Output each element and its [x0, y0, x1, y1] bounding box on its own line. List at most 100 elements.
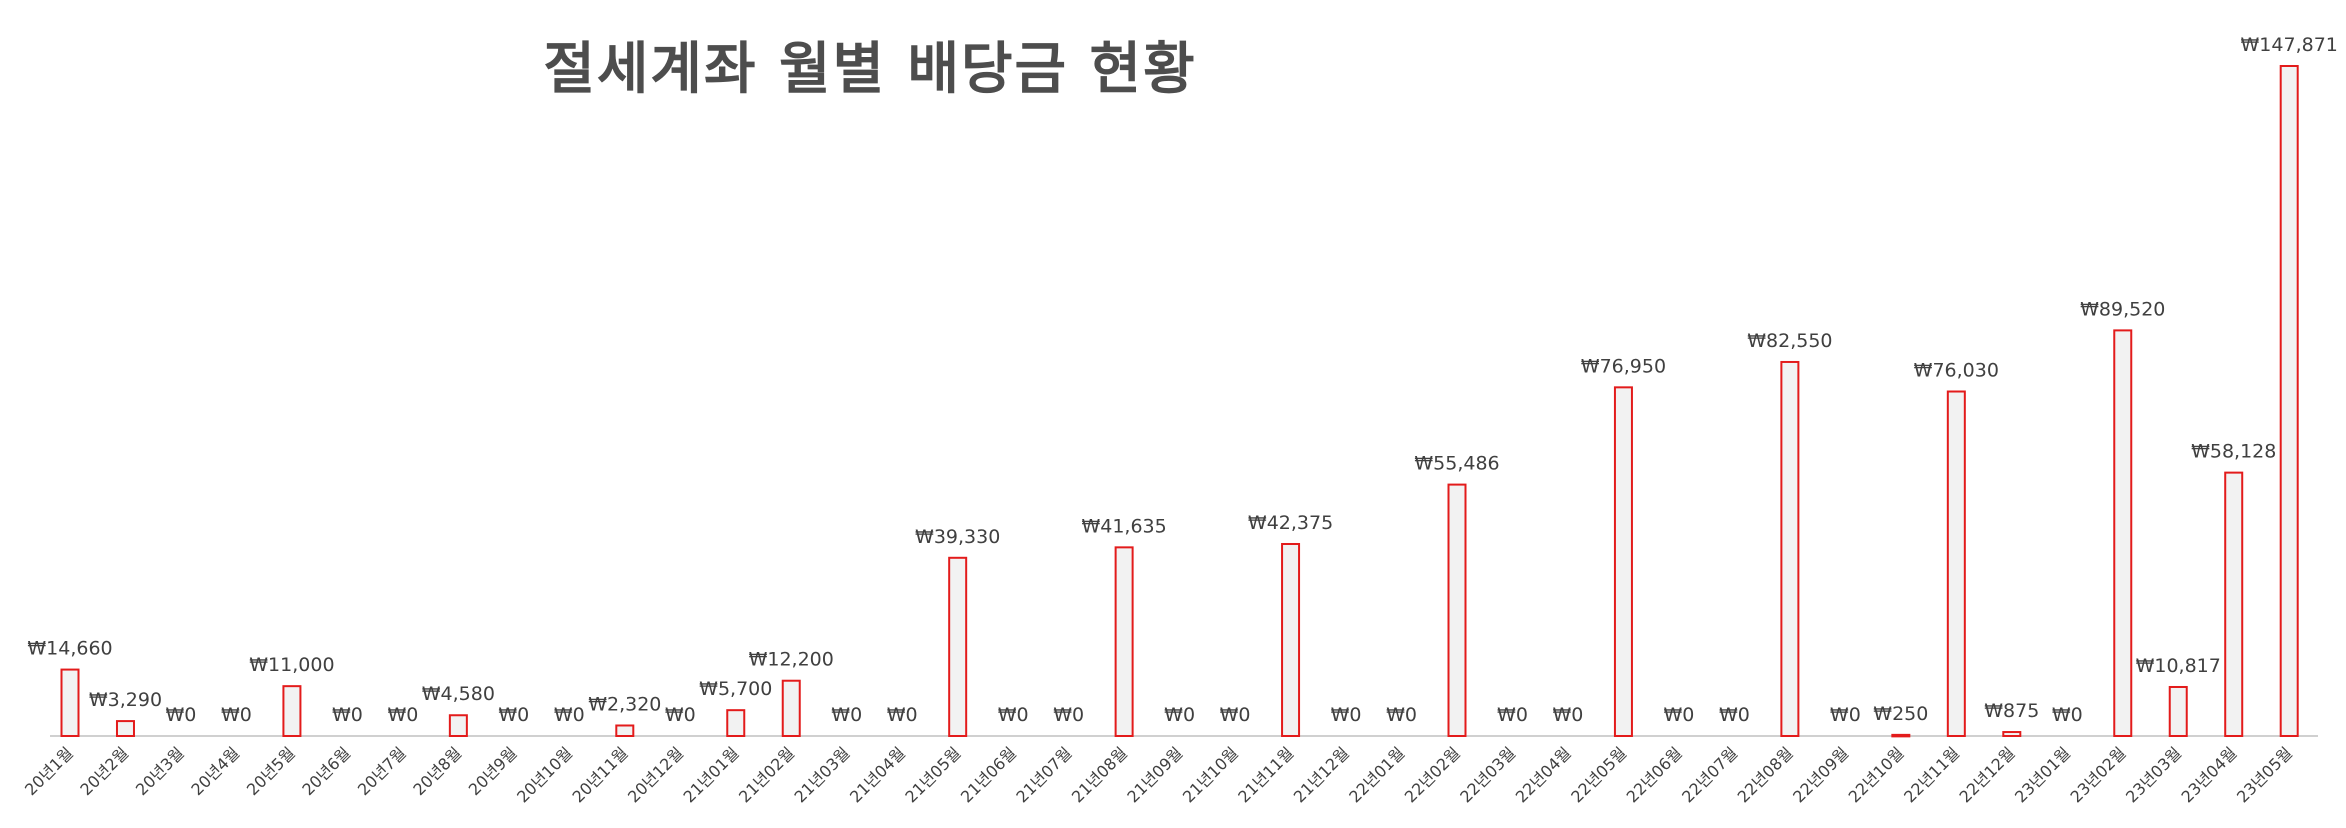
data-label: ₩42,375 [1248, 512, 1333, 534]
x-tick-label: 21년02월 [735, 743, 798, 806]
data-label: ₩0 [2052, 704, 2083, 726]
x-tick-label: 20년11월 [569, 743, 632, 806]
data-label: ₩0 [998, 704, 1029, 726]
chart-title: 절세계좌 월별 배당금 현황 [543, 37, 1197, 102]
x-tick-label: 20년8월 [409, 743, 465, 799]
x-tick-label: 22년12월 [1956, 743, 2019, 806]
x-tick-label: 22년08월 [1734, 743, 1797, 806]
x-tick-label: 21년09월 [1123, 743, 1186, 806]
x-tick-label: 23년03월 [2122, 743, 2185, 806]
x-tick-label: 20년7월 [354, 743, 410, 799]
data-label: ₩0 [1164, 704, 1195, 726]
bar [1946, 390, 1966, 737]
data-label: ₩39,330 [915, 526, 1000, 548]
data-label: ₩0 [665, 704, 696, 726]
bar [1613, 386, 1633, 737]
data-label: ₩0 [332, 704, 363, 726]
data-label: ₩5,700 [699, 678, 772, 700]
x-tick-label: 22년04월 [1512, 743, 1575, 806]
x-tick-label: 23년01월 [2011, 743, 2074, 806]
data-label: ₩0 [221, 704, 252, 726]
data-label: ₩147,871 [2241, 34, 2338, 56]
data-label: ₩0 [1331, 704, 1362, 726]
x-tick-label: 21년04월 [846, 743, 909, 806]
x-tick-label: 21년11월 [1234, 743, 1297, 806]
bar [2113, 329, 2133, 737]
data-label: ₩0 [1719, 704, 1750, 726]
x-tick-label: 21년03월 [790, 743, 853, 806]
data-label: ₩76,950 [1581, 355, 1666, 377]
x-tick-label: 20년10월 [513, 743, 576, 806]
bar [448, 714, 468, 737]
data-label: ₩0 [1497, 704, 1528, 726]
x-tick-label: 20년12월 [624, 743, 687, 806]
x-tick-label: 21년08월 [1068, 743, 1131, 806]
data-label: ₩3,290 [89, 689, 162, 711]
x-tick-label: 22년06월 [1623, 743, 1686, 806]
x-tick-label: 23년04월 [2177, 743, 2240, 806]
bar [781, 679, 801, 738]
x-tick-label: 22년07월 [1678, 743, 1741, 806]
data-label: ₩0 [831, 704, 862, 726]
data-label: ₩58,128 [2191, 441, 2276, 463]
data-label: ₩875 [1984, 700, 2039, 722]
x-tick-label: 22년05월 [1567, 743, 1630, 806]
bar [115, 720, 135, 737]
x-tick-label: 20년2월 [76, 743, 132, 799]
x-tick-label: 20년6월 [298, 743, 354, 799]
data-label: ₩4,580 [422, 683, 495, 705]
bar [1114, 546, 1134, 737]
bar [2224, 471, 2244, 737]
data-label: ₩10,817 [2136, 655, 2221, 677]
x-tick-label: 22년02월 [1401, 743, 1464, 806]
x-tick-label: 20년9월 [465, 743, 521, 799]
data-label: ₩0 [1830, 704, 1861, 726]
data-label: ₩0 [1220, 704, 1251, 726]
x-tick-label: 20년5월 [243, 743, 299, 799]
bar [1281, 542, 1301, 737]
x-tick-label: 21년12월 [1290, 743, 1353, 806]
data-label: ₩41,635 [1081, 515, 1166, 537]
bar [2002, 731, 2022, 738]
data-label: ₩250 [1873, 703, 1928, 725]
x-tick-label: 20년4월 [187, 743, 243, 799]
data-label: ₩76,030 [1914, 360, 1999, 382]
data-label: ₩2,320 [588, 693, 661, 715]
x-tick-label: 22년11월 [1900, 743, 1963, 806]
x-tick-label: 20년1월 [21, 743, 77, 799]
data-label: ₩89,520 [2080, 298, 2165, 320]
data-label: ₩0 [498, 704, 529, 726]
data-label: ₩0 [1386, 704, 1417, 726]
bar [615, 724, 635, 738]
x-tick-label: 23년02월 [2067, 743, 2130, 806]
data-label: ₩0 [1663, 704, 1694, 726]
x-tick-label: 22년01월 [1345, 743, 1408, 806]
x-tick-label: 22년10월 [1845, 743, 1908, 806]
bar [1780, 360, 1800, 737]
data-label: ₩0 [1553, 704, 1584, 726]
data-label: ₩14,660 [27, 638, 112, 660]
data-label: ₩0 [887, 704, 918, 726]
x-tick-label: 21년07월 [1012, 743, 1075, 806]
bar [726, 709, 746, 738]
data-label: ₩12,200 [749, 649, 834, 671]
data-label: ₩0 [387, 704, 418, 726]
data-label: ₩55,486 [1414, 453, 1499, 475]
data-label: ₩82,550 [1747, 330, 1832, 352]
x-tick-label: 22년03월 [1456, 743, 1519, 806]
x-tick-label: 21년01월 [680, 743, 743, 806]
data-label: ₩11,000 [249, 654, 334, 676]
x-tick-label: 21년10월 [1179, 743, 1242, 806]
bar [1891, 733, 1911, 738]
x-tick-label: 22년09월 [1789, 743, 1852, 806]
x-tick-label: 23년05월 [2233, 743, 2296, 806]
x-tick-label: 20년3월 [132, 743, 188, 799]
bar [60, 668, 80, 737]
data-label: ₩0 [1053, 704, 1084, 726]
bar [1447, 483, 1467, 737]
bar [282, 685, 302, 737]
bar [2279, 65, 2299, 737]
bar [2168, 685, 2188, 737]
x-tick-label: 21년06월 [957, 743, 1020, 806]
